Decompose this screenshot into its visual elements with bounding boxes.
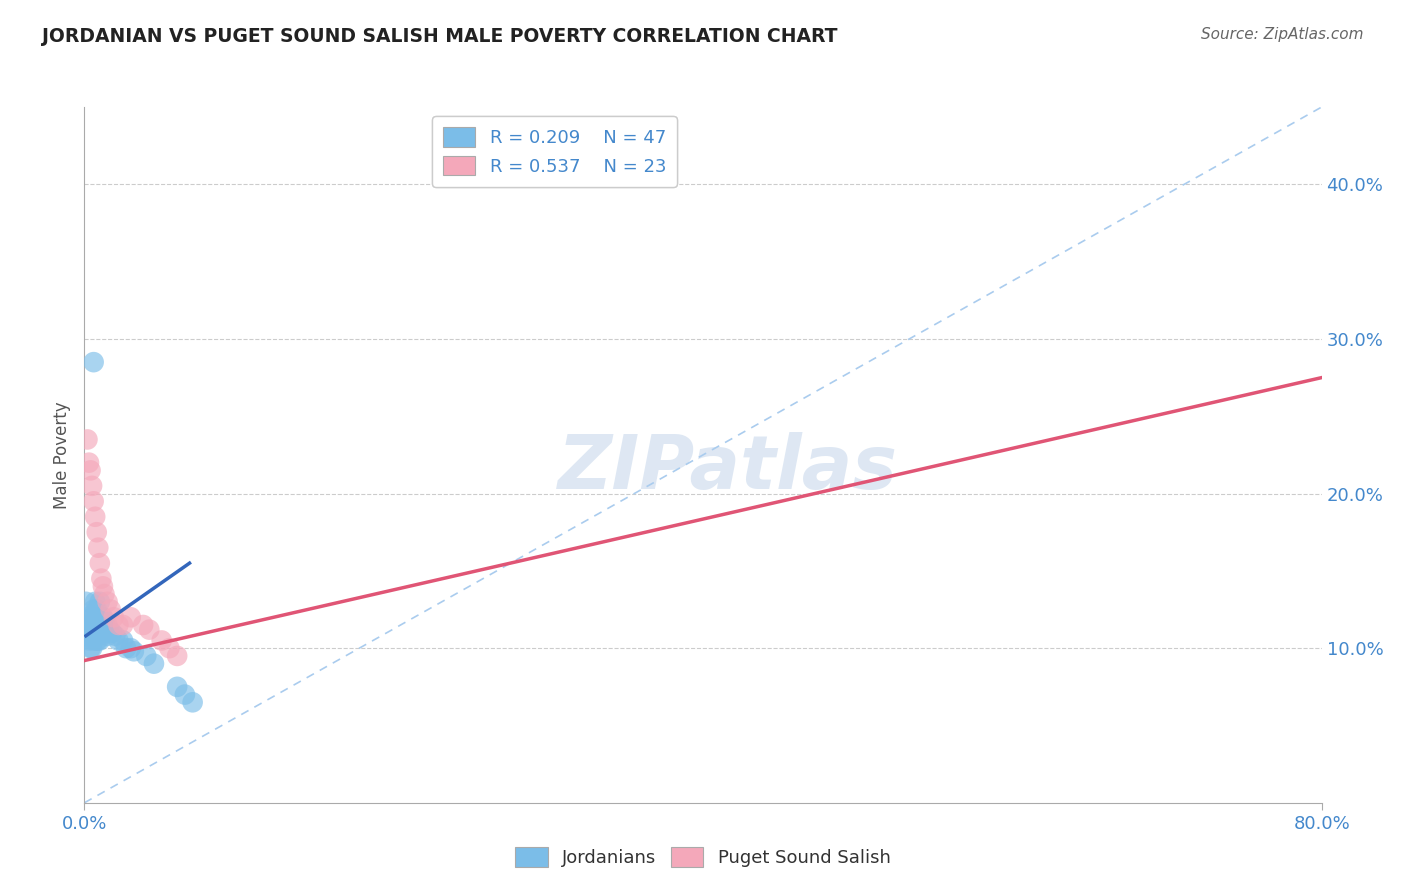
Point bbox=[104, 629, 127, 643]
Point bbox=[82, 641, 104, 656]
Point bbox=[83, 618, 105, 632]
Point bbox=[150, 633, 173, 648]
Point bbox=[120, 641, 142, 656]
Point bbox=[93, 625, 115, 640]
Point bbox=[83, 633, 105, 648]
Point bbox=[83, 355, 105, 369]
Point bbox=[77, 618, 100, 632]
Point bbox=[79, 463, 101, 477]
Point bbox=[115, 641, 138, 656]
Point bbox=[84, 509, 107, 524]
Point bbox=[159, 641, 181, 656]
Point bbox=[143, 657, 166, 671]
Text: JORDANIAN VS PUGET SOUND SALISH MALE POVERTY CORRELATION CHART: JORDANIAN VS PUGET SOUND SALISH MALE POV… bbox=[42, 27, 838, 45]
Point bbox=[84, 610, 107, 624]
Point bbox=[87, 633, 110, 648]
Point bbox=[77, 633, 100, 648]
Text: Source: ZipAtlas.com: Source: ZipAtlas.com bbox=[1201, 27, 1364, 42]
Point bbox=[82, 610, 104, 624]
Point bbox=[83, 494, 105, 508]
Point bbox=[101, 625, 124, 640]
Point bbox=[166, 648, 188, 663]
Point bbox=[87, 541, 110, 555]
Point bbox=[86, 602, 108, 616]
Point bbox=[84, 629, 107, 643]
Point bbox=[75, 595, 97, 609]
Point bbox=[84, 618, 107, 632]
Point bbox=[86, 618, 108, 632]
Point bbox=[174, 688, 197, 702]
Point bbox=[120, 610, 142, 624]
Point bbox=[76, 610, 98, 624]
Point bbox=[138, 623, 160, 637]
Point bbox=[86, 525, 108, 540]
Point bbox=[112, 633, 135, 648]
Point bbox=[97, 595, 120, 609]
Point bbox=[166, 680, 188, 694]
Point bbox=[98, 623, 121, 637]
Point bbox=[107, 633, 129, 648]
Point bbox=[87, 623, 110, 637]
Point bbox=[89, 625, 111, 640]
Point bbox=[122, 644, 145, 658]
Y-axis label: Male Poverty: Male Poverty bbox=[53, 401, 72, 508]
Point bbox=[82, 479, 104, 493]
Point bbox=[89, 610, 111, 624]
Legend: R = 0.209    N = 47, R = 0.537    N = 23: R = 0.209 N = 47, R = 0.537 N = 23 bbox=[432, 116, 678, 186]
Legend: Jordanians, Puget Sound Salish: Jordanians, Puget Sound Salish bbox=[508, 839, 898, 874]
Point bbox=[84, 595, 107, 609]
Point bbox=[83, 602, 105, 616]
Point bbox=[107, 618, 129, 632]
Point bbox=[135, 648, 157, 663]
Point bbox=[112, 618, 135, 632]
Point bbox=[82, 625, 104, 640]
Point bbox=[89, 595, 111, 609]
Point bbox=[89, 633, 111, 648]
Point bbox=[91, 610, 114, 624]
Point bbox=[79, 625, 101, 640]
Point bbox=[97, 618, 120, 632]
Point bbox=[89, 618, 111, 632]
Point bbox=[77, 456, 100, 470]
Point bbox=[91, 579, 114, 593]
Point bbox=[93, 613, 115, 627]
Point bbox=[97, 629, 120, 643]
Point bbox=[79, 641, 101, 656]
Point bbox=[89, 556, 111, 570]
Point bbox=[100, 602, 122, 616]
Point bbox=[93, 587, 115, 601]
Text: ZIPatlas: ZIPatlas bbox=[558, 433, 898, 506]
Point bbox=[132, 618, 155, 632]
Point bbox=[90, 572, 112, 586]
Point bbox=[86, 633, 108, 648]
Point bbox=[91, 623, 114, 637]
Point bbox=[181, 695, 204, 709]
Point bbox=[87, 610, 110, 624]
Point bbox=[76, 433, 98, 447]
Point bbox=[103, 610, 125, 624]
